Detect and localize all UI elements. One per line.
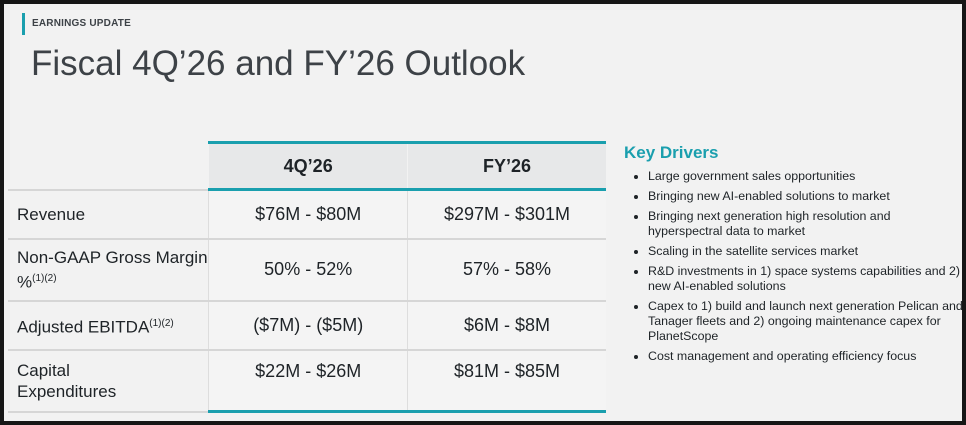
list-item: Scaling in the satellite services market (624, 244, 964, 259)
row-label: Adjusted EBITDA(1)(2) (8, 300, 209, 351)
key-drivers-list: Large government sales opportunities Bri… (624, 169, 964, 364)
column-header-4q26: 4Q’26 (208, 141, 408, 191)
footnote-marker: (1)(2) (149, 317, 174, 329)
list-item: Bringing new AI-enabled solutions to mar… (624, 189, 964, 204)
list-item: Cost management and operating efficiency… (624, 349, 964, 364)
row-label: Non-GAAP Gross Margin %(1)(2) (8, 238, 209, 302)
list-item: Bringing next generation high resolution… (624, 209, 964, 239)
list-item: Large government sales opportunities (624, 169, 964, 184)
cell-4q26: $76M - $80M (208, 189, 408, 240)
row-label-text: Capital Expenditures (17, 360, 117, 401)
slide: EARNINGS UPDATE Fiscal 4Q’26 and FY’26 O… (4, 4, 964, 421)
key-drivers-panel: Key Drivers Large government sales oppor… (624, 143, 964, 369)
table-row: Capital Expenditures $22M - $26M $81M - … (8, 349, 606, 413)
section-tag: EARNINGS UPDATE (22, 13, 131, 35)
row-label-text: Non-GAAP Gross Margin % (17, 247, 208, 292)
table-row: Revenue $76M - $80M $297M - $301M (8, 189, 606, 240)
cell-fy26: 57% - 58% (406, 238, 606, 302)
cell-fy26: $6M - $8M (406, 300, 606, 351)
footnote-marker: (1)(2) (32, 272, 57, 284)
column-header-fy26: FY’26 (406, 141, 606, 191)
row-label-text: Adjusted EBITDA (17, 317, 150, 337)
blank-header (8, 142, 209, 191)
table-row: Adjusted EBITDA(1)(2) ($7M) - ($5M) $6M … (8, 300, 606, 351)
row-label: Revenue (8, 189, 209, 240)
outlook-table: 4Q’26 FY’26 Revenue $76M - $80M $297M - … (8, 141, 606, 413)
cell-4q26: 50% - 52% (208, 238, 408, 302)
row-label: Capital Expenditures (8, 349, 209, 413)
cell-4q26: ($7M) - ($5M) (208, 300, 408, 351)
table-header-row: 4Q’26 FY’26 (8, 141, 606, 191)
key-drivers-title: Key Drivers (624, 143, 719, 162)
list-item: Capex to 1) build and launch next genera… (624, 299, 964, 344)
cell-4q26: $22M - $26M (208, 349, 408, 413)
page-title: Fiscal 4Q’26 and FY’26 Outlook (31, 44, 526, 83)
cell-fy26: $297M - $301M (406, 189, 606, 240)
table-row: Non-GAAP Gross Margin %(1)(2) 50% - 52% … (8, 238, 606, 302)
row-label-text: Revenue (17, 204, 86, 224)
list-item: R&D investments in 1) space systems capa… (624, 264, 964, 294)
cell-fy26: $81M - $85M (406, 349, 606, 413)
